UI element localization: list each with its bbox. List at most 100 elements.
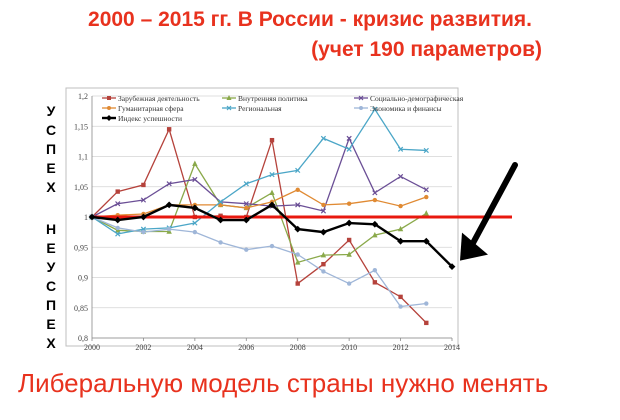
legend-label: Региональная bbox=[238, 104, 282, 113]
data-point bbox=[321, 202, 326, 208]
data-point bbox=[295, 259, 301, 265]
pointer-arrow-shaft bbox=[467, 162, 518, 252]
y-tick-label: 1,05 bbox=[74, 183, 88, 192]
pointer-arrow-head bbox=[460, 232, 488, 261]
data-point bbox=[320, 208, 327, 214]
data-point bbox=[166, 226, 172, 232]
data-point bbox=[295, 167, 301, 174]
data-point bbox=[269, 243, 275, 249]
data-point bbox=[359, 106, 363, 110]
data-point bbox=[346, 281, 352, 286]
data-point bbox=[372, 106, 378, 112]
y-tick-label: 0,95 bbox=[74, 243, 88, 252]
y-tick-label: 1,15 bbox=[74, 122, 88, 131]
data-point bbox=[217, 199, 224, 205]
x-tick-label: 2006 bbox=[238, 343, 254, 352]
failure-letter: Х bbox=[46, 335, 56, 351]
data-point bbox=[320, 228, 327, 236]
y-tick-label: 1 bbox=[84, 213, 88, 222]
data-point bbox=[226, 105, 232, 111]
data-point bbox=[88, 213, 96, 221]
data-point bbox=[141, 182, 146, 188]
data-point bbox=[397, 225, 404, 232]
y-tick-label: 0,85 bbox=[74, 304, 88, 313]
data-point bbox=[191, 204, 199, 212]
data-point bbox=[448, 263, 456, 271]
title-line-1: 2000 – 2015 гг. В России - кризис развит… bbox=[88, 8, 532, 31]
data-point bbox=[166, 127, 172, 132]
data-point bbox=[346, 201, 352, 206]
footer-slogan: Либеральную модель страны нужно менять bbox=[18, 368, 549, 398]
data-point bbox=[218, 240, 223, 245]
data-point bbox=[423, 187, 429, 193]
data-point bbox=[268, 201, 276, 209]
data-point bbox=[107, 106, 111, 110]
data-point bbox=[295, 187, 300, 192]
failure-letter: Е bbox=[46, 240, 56, 256]
legend-label: Гуманитарная сфера bbox=[118, 104, 184, 113]
series-line bbox=[91, 189, 427, 218]
y-tick-label: 1,1 bbox=[78, 153, 88, 162]
failure-letter: С bbox=[45, 278, 57, 294]
legend-label: Зарубежная деятельность bbox=[118, 94, 200, 103]
legend-label: Экономика и финансы bbox=[370, 104, 442, 113]
data-point bbox=[295, 252, 300, 257]
data-point bbox=[321, 269, 326, 274]
data-point bbox=[358, 95, 364, 101]
data-point bbox=[398, 203, 403, 209]
x-tick-label: 2004 bbox=[187, 343, 203, 352]
data-point bbox=[192, 176, 198, 183]
y-tick-label: 0,8 bbox=[78, 334, 88, 343]
data-point bbox=[372, 231, 378, 238]
data-point bbox=[140, 197, 147, 203]
data-point bbox=[269, 137, 275, 143]
data-point bbox=[140, 213, 147, 221]
data-point bbox=[397, 237, 404, 245]
data-point bbox=[397, 173, 404, 180]
data-point bbox=[107, 96, 111, 100]
data-point bbox=[115, 201, 121, 207]
data-point bbox=[114, 216, 122, 224]
data-point bbox=[226, 95, 232, 100]
x-tick-label: 2008 bbox=[290, 343, 306, 352]
data-point bbox=[192, 220, 198, 226]
data-point bbox=[115, 225, 120, 231]
data-point bbox=[321, 261, 326, 267]
series-line bbox=[91, 108, 427, 235]
data-point bbox=[295, 281, 300, 286]
data-point bbox=[424, 301, 429, 306]
data-point bbox=[295, 202, 301, 208]
failure-letter: У bbox=[46, 259, 56, 275]
title-line-2: (учет 190 параметров) bbox=[311, 38, 542, 61]
data-point bbox=[372, 190, 378, 196]
data-point bbox=[372, 268, 378, 273]
x-tick-label: 2012 bbox=[393, 343, 409, 352]
data-point bbox=[294, 225, 302, 233]
failure-letter: П bbox=[45, 297, 57, 313]
success-letter: С bbox=[45, 122, 57, 138]
x-tick-label: 2014 bbox=[444, 343, 460, 352]
data-point bbox=[192, 160, 198, 166]
x-tick-label: 2002 bbox=[135, 343, 151, 352]
data-point bbox=[372, 280, 378, 285]
data-point bbox=[423, 147, 429, 154]
data-point bbox=[371, 220, 379, 228]
data-point bbox=[423, 210, 429, 216]
data-point bbox=[346, 251, 352, 257]
legend-label: Индекс успешности bbox=[118, 114, 182, 123]
success-letter: Е bbox=[46, 160, 56, 176]
data-point bbox=[320, 135, 327, 141]
data-point bbox=[422, 237, 430, 245]
series-line bbox=[91, 216, 427, 308]
success-letter: У bbox=[46, 103, 56, 119]
failure-letter: Н bbox=[45, 221, 57, 237]
data-point bbox=[372, 197, 378, 203]
data-point bbox=[217, 216, 224, 224]
legend-label: Внутренняя политика bbox=[238, 94, 308, 103]
data-point bbox=[192, 229, 198, 235]
data-point bbox=[141, 229, 146, 235]
data-point bbox=[244, 205, 249, 211]
data-point bbox=[346, 135, 352, 141]
